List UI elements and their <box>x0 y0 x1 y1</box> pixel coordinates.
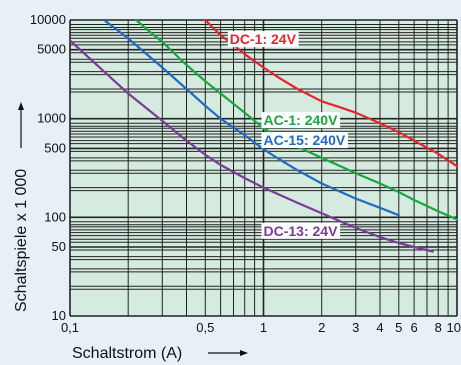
series-group: DC-1: 24V AC-1: 240V AC-15: 240V DC-13: 24V <box>68 18 459 253</box>
tick-labels: 0,1 0,5 1 2 3 4 5 6 8 10 10 50 100 500 1000 5000 10000 <box>30 12 461 335</box>
y-tick-label: 1000 <box>37 111 66 126</box>
y-tick-label: 500 <box>44 140 66 155</box>
x-tick-label: 3 <box>352 320 359 335</box>
series-label-bg <box>227 31 299 48</box>
series-label-bg <box>261 132 348 149</box>
series-label-1: DC-1: 24V <box>227 31 299 48</box>
series-line-3 <box>102 18 400 217</box>
x-tick-label: 4 <box>376 320 383 335</box>
svg-text:DC-1: 24V: DC-1: 24V <box>230 31 297 47</box>
series-label-4: DC-13: 24V <box>261 222 341 239</box>
x-tick-label: 5 <box>395 320 402 335</box>
x-tick-label: 8 <box>435 320 442 335</box>
x-tick-label: 1 <box>260 320 267 335</box>
series-label-2: AC-1: 240V <box>261 112 341 129</box>
svg-text:AC-15: 240V: AC-15: 240V <box>264 132 346 148</box>
x-axis-arrow-head <box>240 350 248 356</box>
y-axis-label: Schaltspiele x 1 000 <box>13 169 30 312</box>
x-tick-label: 2 <box>318 320 325 335</box>
x-tick-label: 6 <box>410 320 417 335</box>
grid <box>69 19 458 317</box>
x-axis-label: Schaltstrom (A) <box>72 345 182 362</box>
svg-text:AC-1: 240V: AC-1: 240V <box>264 112 339 128</box>
y-tick-label: 10 <box>52 308 66 323</box>
y-tick-label: 5000 <box>37 42 66 57</box>
series-label-bg <box>261 112 341 129</box>
series-line-1 <box>204 18 459 168</box>
svg-text:DC-13: 24V: DC-13: 24V <box>264 223 339 239</box>
x-tick-label: 10 <box>447 320 461 335</box>
series-line-4 <box>68 39 434 253</box>
y-tick-label: 100 <box>44 209 66 224</box>
y-tick-label: 50 <box>52 239 66 254</box>
y-tick-label: 10000 <box>30 12 66 27</box>
x-tick-label: 0,1 <box>61 320 79 335</box>
x-tick-label: 0,5 <box>196 320 214 335</box>
series-label-3: AC-15: 240V <box>261 132 348 149</box>
series-label-bg <box>261 222 341 239</box>
y-axis-arrow-head <box>18 102 24 110</box>
